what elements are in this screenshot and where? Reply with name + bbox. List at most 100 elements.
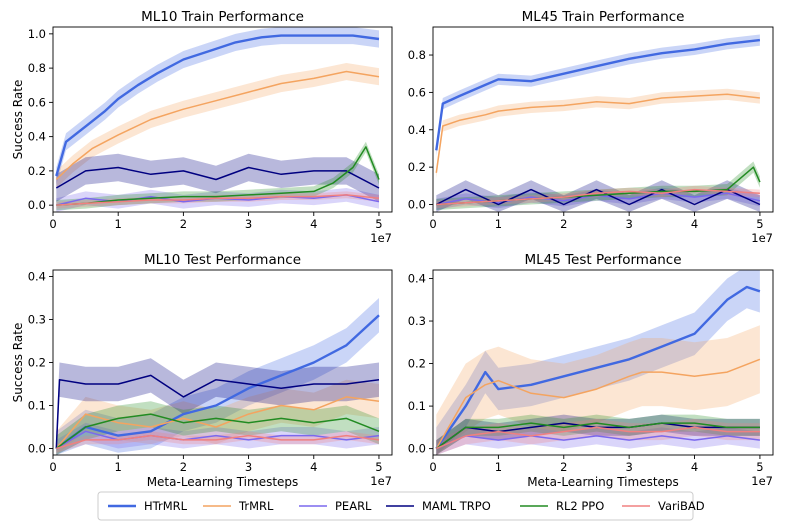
series-line-maml-trpo — [55, 166, 380, 189]
y-tick-label: 0.2 — [28, 356, 46, 370]
y-tick-label: 0.0 — [28, 442, 46, 456]
series-line-rl2-ppo — [56, 146, 380, 206]
series-line-pearl — [436, 435, 760, 450]
y-tick-label: 0.2 — [408, 160, 426, 174]
x-offset-label: 1e7 — [370, 474, 392, 488]
x-tick-label: 1 — [495, 217, 502, 231]
series-line-trmrl — [435, 93, 760, 173]
x-tick-label: 1 — [495, 460, 502, 474]
series-band-htrmrl — [436, 270, 760, 455]
plot-area — [55, 298, 380, 455]
x-offset-label: 1e7 — [751, 231, 773, 245]
subplot-4: 0 1 2 3 4 5 0.0 0.1 0.2 0.3 0.4 1e7 ML45 Test Perfor… — [408, 252, 774, 489]
plot-area — [55, 27, 380, 212]
legend-entry-varibad: VariBAD — [622, 499, 705, 513]
x-tick-label: 2 — [180, 460, 187, 474]
y-tick-label: 0.2 — [28, 164, 46, 178]
y-tick-label: 0.8 — [28, 61, 46, 75]
x-tick-label: 3 — [625, 217, 632, 231]
series-band-varibad — [436, 418, 760, 455]
subplot-title: ML45 Test Performance — [524, 252, 681, 268]
series-line-varibad — [56, 434, 380, 450]
subplots-grid: 0 1 2 3 4 5 0.0 0.2 0.4 0.6 0.8 1.0 1e7 ML10 Train Pe… — [11, 9, 774, 489]
series-line-varibad — [436, 188, 760, 206]
y-tick-label: 0.0 — [408, 198, 426, 212]
x-tick-label: 2 — [180, 217, 187, 231]
x-tick-label: 5 — [756, 217, 763, 231]
series-band-trmrl — [436, 88, 760, 179]
x-axis-label: Meta-Learning Timesteps — [527, 475, 679, 489]
series-line-maml-trpo — [55, 374, 380, 449]
plot-area — [435, 270, 761, 455]
series-line-htrmrl — [435, 38, 761, 151]
subplot-1: 0 1 2 3 4 5 0.0 0.2 0.4 0.6 0.8 1.0 1e7 ML10 Train Pe… — [11, 9, 393, 245]
y-tick-label: 0.0 — [408, 442, 426, 456]
series-line-rl2-ppo — [55, 413, 380, 450]
series-band-rl2-ppo — [436, 161, 760, 211]
series-band-pearl — [56, 422, 380, 455]
x-axis-label: Meta-Learning Timesteps — [147, 475, 299, 489]
legend: HTrMRL TrMRL PEARL MAML TRPO RL2 PPO VariBAD — [97, 491, 705, 521]
y-tick-label: 0.4 — [28, 130, 46, 144]
plot-area — [435, 34, 761, 212]
x-tick-label: 4 — [691, 217, 698, 231]
y-axis-label: Success Rate — [11, 323, 25, 403]
series-line-trmrl — [435, 358, 761, 449]
y-axis-label: Success Rate — [11, 80, 25, 160]
series-band-trmrl — [56, 379, 380, 455]
series-band-maml-trpo — [56, 153, 380, 202]
x-tick-label: 4 — [310, 460, 317, 474]
legend-entry-pearl: PEARL — [299, 499, 372, 513]
x-tick-label: 2 — [560, 217, 567, 231]
x-tick-label: 0 — [49, 460, 56, 474]
x-tick-label: 4 — [691, 460, 698, 474]
series-band-maml-trpo — [56, 358, 380, 455]
y-tick-label: 0.1 — [28, 399, 46, 413]
legend-entry-trmrl: TrMRL — [203, 499, 274, 513]
series-band-trmrl — [56, 63, 380, 188]
subplot-title: ML10 Test Performance — [144, 252, 301, 268]
subplot-title: ML10 Train Performance — [141, 9, 304, 25]
y-tick-label: 0.3 — [28, 312, 46, 326]
y-tick-label: 1.0 — [28, 27, 46, 41]
x-tick-label: 1 — [115, 460, 122, 474]
legend-label: TrMRL — [238, 499, 274, 513]
legend-entry-htrmrl: HTrMRL — [108, 499, 188, 513]
legend-entry-rl2-ppo: RL2 PPO — [520, 499, 604, 513]
x-tick-label: 5 — [375, 217, 382, 231]
series-band-rl2-ppo — [56, 141, 380, 211]
series-line-rl2-ppo — [435, 422, 760, 450]
series-band-pearl — [436, 187, 760, 211]
axes-frame — [432, 26, 774, 213]
x-tick-label: 0 — [429, 460, 436, 474]
x-tick-label: 2 — [560, 460, 567, 474]
x-tick-label: 3 — [245, 460, 252, 474]
y-tick-label: 0.0 — [28, 198, 46, 212]
x-tick-label: 3 — [245, 217, 252, 231]
x-offset-label: 1e7 — [751, 474, 773, 488]
y-tick-label: 0.2 — [408, 357, 426, 371]
series-line-htrmrl — [55, 34, 380, 177]
series-band-trmrl — [436, 325, 760, 455]
legend-label: RL2 PPO — [556, 499, 604, 513]
subplot-3: 0 1 2 3 4 5 0.0 0.1 0.2 0.3 0.4 1e7 ML10 Test Perfor… — [11, 252, 393, 489]
series-line-varibad — [56, 194, 380, 206]
series-band-pearl — [56, 188, 380, 212]
legend-label: VariBAD — [658, 499, 705, 513]
series-line-trmrl — [55, 396, 380, 449]
x-tick-label: 5 — [756, 460, 763, 474]
x-tick-label: 4 — [310, 217, 317, 231]
y-tick-label: 0.4 — [28, 269, 46, 283]
legend-label: MAML TRPO — [422, 499, 491, 513]
y-tick-label: 0.3 — [408, 314, 426, 328]
x-tick-label: 0 — [429, 217, 436, 231]
series-line-trmrl — [55, 70, 380, 181]
series-line-htrmrl — [435, 285, 761, 450]
axes-frame — [432, 269, 774, 456]
series-band-htrmrl — [56, 27, 380, 185]
x-tick-label: 3 — [625, 460, 632, 474]
legend-entry-maml-trpo: MAML TRPO — [386, 499, 491, 513]
series-line-pearl — [55, 430, 380, 450]
series-band-varibad — [56, 191, 380, 209]
